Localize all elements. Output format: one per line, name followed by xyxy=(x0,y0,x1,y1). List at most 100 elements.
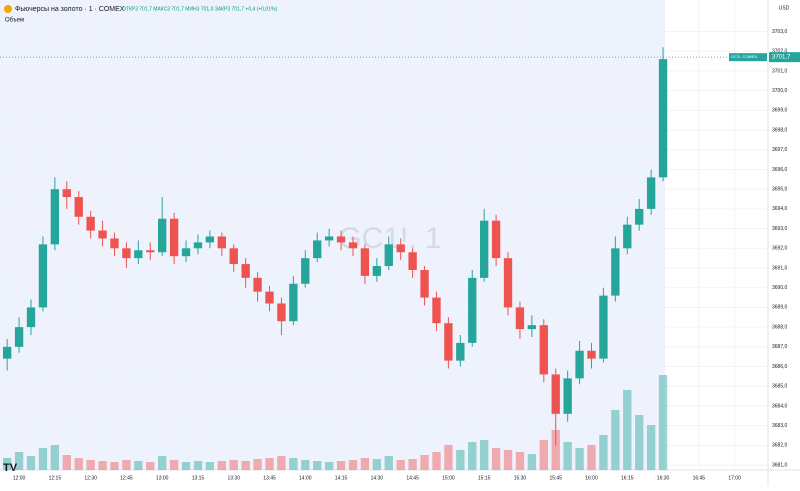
x-tick-label: 16:15 xyxy=(621,475,634,481)
y-tick-label: 3694,0 xyxy=(772,206,788,212)
y-tick-label: 3700,0 xyxy=(772,88,788,94)
volume-bar xyxy=(527,454,537,470)
candle-body xyxy=(503,258,513,308)
grid xyxy=(0,0,768,470)
candle-body xyxy=(527,325,537,330)
volume-bar xyxy=(611,410,620,470)
volume-bar xyxy=(408,459,417,470)
volume-bar xyxy=(575,448,584,470)
x-tick-label: 13:45 xyxy=(263,475,276,481)
volume-bar xyxy=(38,448,48,470)
volume-bar xyxy=(205,462,215,470)
volume-bar xyxy=(217,461,226,470)
candle-body xyxy=(110,238,119,249)
candle-body xyxy=(229,248,238,265)
candle-body xyxy=(515,307,525,330)
candle-body xyxy=(14,327,24,347)
volume-bar xyxy=(50,445,60,470)
volume-bar xyxy=(289,458,298,470)
volume-bar xyxy=(158,456,167,470)
volume-bar xyxy=(623,390,632,470)
volume-bar xyxy=(2,458,12,470)
volume-bar xyxy=(62,455,71,470)
volume-bar xyxy=(491,448,501,470)
candle-body xyxy=(408,252,417,270)
symbol-title: Фьючерсы на золото · 1 · COMEX xyxy=(15,6,125,13)
y-tick-label: 3696,0 xyxy=(772,167,788,173)
y-tick-label: 3697,0 xyxy=(772,147,788,153)
volume-bar xyxy=(503,450,513,470)
candle-body xyxy=(146,250,155,253)
y-tick-label: 3685,0 xyxy=(772,384,788,390)
volume-bar xyxy=(181,462,191,470)
candle-body xyxy=(599,295,608,359)
x-tick-label: 16:45 xyxy=(693,475,706,481)
volume-bar xyxy=(241,461,250,470)
candle-body xyxy=(611,248,620,296)
candle-body xyxy=(635,208,644,225)
x-tick-label: 13:00 xyxy=(156,475,169,481)
x-tick-label: 16:00 xyxy=(585,475,598,481)
last-price-symbol: GC1!, COMEX xyxy=(731,54,758,59)
volume-bar xyxy=(599,435,608,470)
x-tick-label: 16:30 xyxy=(657,475,670,481)
candle-body xyxy=(587,350,596,359)
candle-body xyxy=(38,244,48,308)
volume-bar xyxy=(122,460,131,470)
x-tick-label: 14:30 xyxy=(371,475,384,481)
candle-body xyxy=(301,258,310,284)
candle-body xyxy=(62,189,71,198)
candle-body xyxy=(253,277,262,292)
x-tick-label: 15:30 xyxy=(514,475,527,481)
currency: USD xyxy=(779,5,790,11)
candle-body xyxy=(360,248,370,276)
x-tick-label: 13:30 xyxy=(227,475,240,481)
y-tick-label: 3699,0 xyxy=(772,108,788,114)
volume-label: Объем xyxy=(5,18,24,24)
candle-body xyxy=(324,236,334,241)
volume-bar xyxy=(14,452,24,470)
volume-bar xyxy=(563,442,572,470)
volume-bar xyxy=(336,461,346,470)
candle-body xyxy=(158,218,167,253)
candle-body xyxy=(98,230,107,239)
candle-body xyxy=(623,224,632,249)
volume-bar xyxy=(313,461,322,470)
y-tick-label: 3692,0 xyxy=(772,246,788,252)
volume-bar xyxy=(324,462,334,470)
candle-body xyxy=(50,189,60,245)
volume-bar xyxy=(646,425,656,470)
volume-bar xyxy=(301,460,310,470)
candle-body xyxy=(646,177,656,209)
y-tick-label: 3686,0 xyxy=(772,364,788,370)
candle-body xyxy=(74,197,83,217)
volume-bar xyxy=(169,460,179,470)
candle-body xyxy=(181,248,191,257)
ohlc-legend: ОТКР3 701,7 МАКС3 701,7 МИН3 701,0 ЗАКР3… xyxy=(122,6,277,12)
logo: TV xyxy=(3,462,18,474)
volume-bar xyxy=(110,462,119,470)
x-tick-label: 15:00 xyxy=(442,475,455,481)
plot xyxy=(2,47,668,470)
candle-body xyxy=(2,346,12,359)
candle-body xyxy=(313,240,322,259)
candle-body xyxy=(396,244,405,253)
candle-body xyxy=(468,277,477,343)
volume-bar xyxy=(539,440,548,470)
volume-bar xyxy=(396,460,405,470)
volume-bar xyxy=(26,456,36,470)
x-tick-label: 13:15 xyxy=(192,475,205,481)
x-tick-label: 15:45 xyxy=(549,475,562,481)
volume-bar xyxy=(86,460,95,470)
y-tick-label: 3695,0 xyxy=(772,187,788,193)
candle-body xyxy=(491,220,501,259)
candle-body xyxy=(480,220,489,278)
volume-bar xyxy=(74,458,83,470)
candle-body xyxy=(432,297,441,324)
volume-bar xyxy=(420,455,429,470)
volume-bar xyxy=(384,456,393,470)
x-tick-label: 14:45 xyxy=(406,475,419,481)
volume-bar xyxy=(515,452,525,470)
y-tick-label: 3702,0 xyxy=(772,49,788,55)
volume-bar xyxy=(134,461,143,470)
